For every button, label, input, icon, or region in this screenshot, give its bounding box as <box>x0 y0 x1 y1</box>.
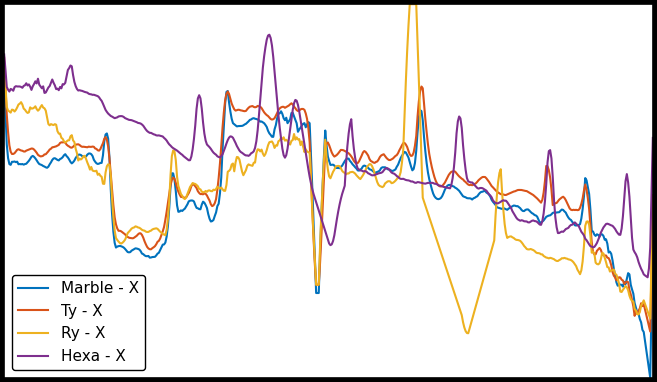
Ty - X <box>646 329 654 334</box>
Hexa - X <box>388 170 396 175</box>
Ry - X <box>535 251 543 256</box>
Marble - X <box>312 291 320 295</box>
Ry - X <box>351 171 359 176</box>
Marble - X <box>308 185 316 189</box>
Hexa - X <box>0 52 8 57</box>
Ty - X <box>633 312 641 316</box>
Ry - X <box>406 2 414 6</box>
Ry - X <box>386 179 394 184</box>
Line: Hexa - X: Hexa - X <box>4 35 653 277</box>
Line: Ty - X: Ty - X <box>4 58 653 332</box>
Line: Ry - X: Ry - X <box>4 4 653 333</box>
Legend: Marble - X, Ty - X, Ry - X, Hexa - X: Marble - X, Ty - X, Ry - X, Hexa - X <box>12 275 145 370</box>
Marble - X <box>532 213 540 218</box>
Ty - X <box>386 158 394 162</box>
Hexa - X <box>635 260 643 264</box>
Line: Marble - X: Marble - X <box>4 79 653 378</box>
Hexa - X <box>265 32 273 37</box>
Hexa - X <box>649 136 657 140</box>
Ty - X <box>0 56 8 60</box>
Ry - X <box>636 310 644 314</box>
Marble - X <box>386 168 394 172</box>
Hexa - X <box>313 204 321 209</box>
Ry - X <box>308 208 316 212</box>
Ty - X <box>649 202 657 206</box>
Ry - X <box>464 331 472 335</box>
Marble - X <box>351 165 359 170</box>
Marble - X <box>649 231 657 236</box>
Ry - X <box>0 60 8 65</box>
Hexa - X <box>644 275 652 280</box>
Marble - X <box>0 77 8 82</box>
Ry - X <box>312 282 320 287</box>
Hexa - X <box>533 220 541 224</box>
Ry - X <box>649 193 657 197</box>
Hexa - X <box>353 162 361 167</box>
Ty - X <box>308 206 316 210</box>
Marble - X <box>646 376 654 380</box>
Marble - X <box>633 310 641 314</box>
Hexa - X <box>309 192 317 196</box>
Ty - X <box>532 195 540 199</box>
Ty - X <box>351 160 359 165</box>
Ty - X <box>312 282 320 287</box>
